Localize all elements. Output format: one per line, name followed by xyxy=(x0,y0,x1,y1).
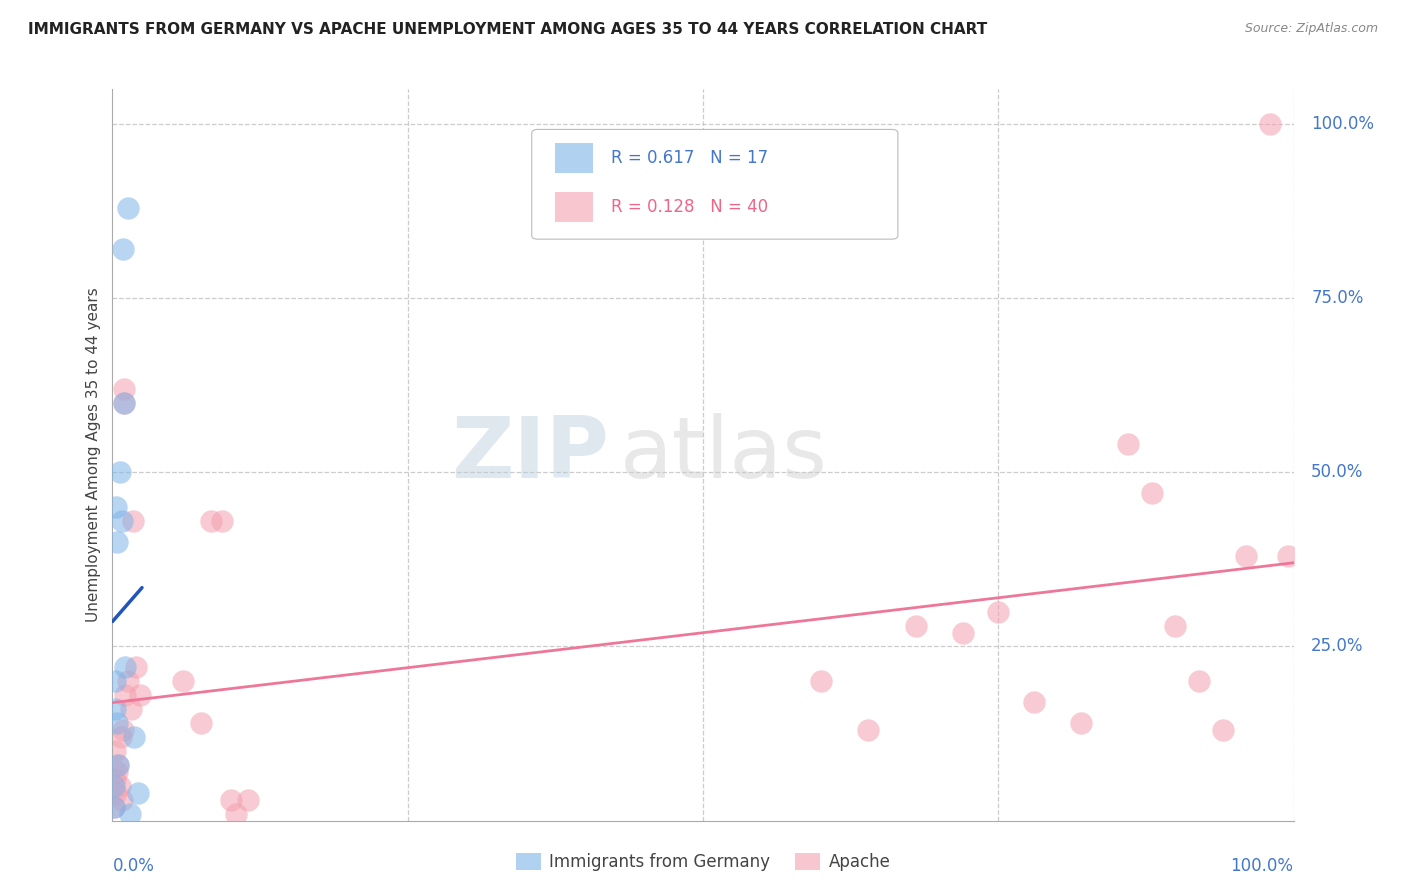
Point xyxy=(128,688,150,702)
Point xyxy=(858,723,880,737)
Point xyxy=(127,786,149,800)
Point xyxy=(105,786,128,800)
Point xyxy=(238,793,260,807)
Point xyxy=(904,618,927,632)
Text: 100.0%: 100.0% xyxy=(1230,857,1294,875)
Text: ZIP: ZIP xyxy=(451,413,609,497)
Text: R = 0.128   N = 40: R = 0.128 N = 40 xyxy=(610,198,768,216)
Point xyxy=(105,500,128,515)
Point xyxy=(987,605,1010,619)
Point xyxy=(112,395,135,409)
Point xyxy=(122,730,145,744)
Point xyxy=(1140,486,1163,500)
FancyBboxPatch shape xyxy=(531,129,898,239)
Point xyxy=(111,793,134,807)
Point xyxy=(107,758,129,772)
Point xyxy=(1022,695,1045,709)
Text: 75.0%: 75.0% xyxy=(1312,289,1364,307)
Point xyxy=(112,382,135,396)
Point xyxy=(1188,674,1211,689)
Point xyxy=(121,514,143,528)
Point xyxy=(120,806,142,821)
Point xyxy=(225,806,247,821)
Legend: Immigrants from Germany, Apache: Immigrants from Germany, Apache xyxy=(509,847,897,878)
Point xyxy=(105,716,128,731)
Text: R = 0.617   N = 17: R = 0.617 N = 17 xyxy=(610,149,768,167)
Y-axis label: Unemployment Among Ages 35 to 44 years: Unemployment Among Ages 35 to 44 years xyxy=(86,287,101,623)
Point xyxy=(104,772,127,786)
Point xyxy=(105,535,128,549)
Point xyxy=(104,702,127,716)
Point xyxy=(112,395,135,409)
Point xyxy=(110,730,132,744)
Point xyxy=(117,674,139,689)
Point xyxy=(105,764,128,779)
Bar xyxy=(555,192,593,222)
Text: Source: ZipAtlas.com: Source: ZipAtlas.com xyxy=(1244,22,1378,36)
Point xyxy=(104,674,127,689)
Point xyxy=(111,514,134,528)
Point xyxy=(1116,437,1139,451)
Text: 50.0%: 50.0% xyxy=(1312,463,1364,482)
Point xyxy=(114,688,136,702)
Point xyxy=(172,674,194,689)
Point xyxy=(108,779,131,793)
Text: atlas: atlas xyxy=(620,413,828,497)
Bar xyxy=(555,143,593,173)
Text: 25.0%: 25.0% xyxy=(1312,638,1364,656)
Point xyxy=(125,660,148,674)
Point xyxy=(103,799,125,814)
Text: IMMIGRANTS FROM GERMANY VS APACHE UNEMPLOYMENT AMONG AGES 35 TO 44 YEARS CORRELA: IMMIGRANTS FROM GERMANY VS APACHE UNEMPL… xyxy=(28,22,987,37)
Point xyxy=(1070,716,1092,731)
Point xyxy=(103,779,125,793)
Point xyxy=(117,201,139,215)
Point xyxy=(104,744,127,758)
Point xyxy=(1277,549,1299,563)
Point xyxy=(1258,117,1281,131)
Point xyxy=(1164,618,1187,632)
Text: 0.0%: 0.0% xyxy=(112,857,155,875)
Point xyxy=(107,758,129,772)
Point xyxy=(112,243,135,257)
Point xyxy=(219,793,242,807)
Text: 100.0%: 100.0% xyxy=(1312,115,1374,133)
Point xyxy=(190,716,212,731)
Point xyxy=(1212,723,1234,737)
Point xyxy=(211,514,233,528)
Point xyxy=(112,723,135,737)
Point xyxy=(103,799,125,814)
Point xyxy=(114,660,136,674)
Point xyxy=(108,466,131,480)
Point xyxy=(810,674,832,689)
Point xyxy=(120,702,142,716)
Point xyxy=(1234,549,1257,563)
Point xyxy=(952,625,974,640)
Point xyxy=(200,514,222,528)
